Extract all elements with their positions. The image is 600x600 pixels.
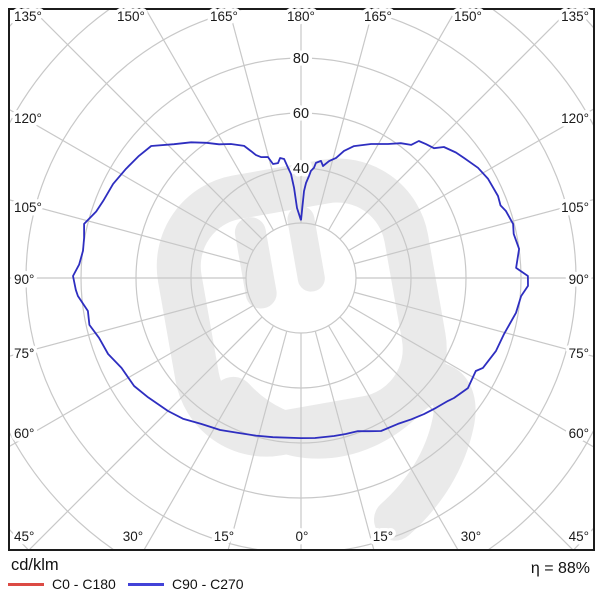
plug-logo-watermark — [156, 158, 476, 541]
angle-label: 45° — [14, 529, 34, 544]
angle-label: 120° — [14, 111, 42, 126]
angle-label: 105° — [14, 200, 42, 215]
grid-spoke — [339, 316, 573, 549]
grid-spoke — [227, 330, 288, 549]
legend-item-c0-c180: C0 - C180 — [8, 576, 116, 592]
c90-c270-curve — [72, 140, 529, 439]
legend-item-c90-c270: C90 - C270 — [128, 576, 244, 592]
efficiency-label: η = 88% — [530, 560, 590, 577]
grid-spoke — [10, 291, 249, 357]
angle-label: 105° — [561, 200, 589, 215]
grid-spoke — [314, 330, 375, 549]
grid-spoke — [10, 199, 249, 265]
angle-label: 165° — [364, 9, 392, 24]
angle-label: 165° — [210, 9, 238, 24]
ring-value-label: 60 — [293, 106, 309, 122]
grid-spoke — [327, 10, 457, 231]
ring-value-label: 80 — [293, 51, 309, 67]
angle-label: 45° — [569, 529, 589, 544]
angle-label: 120° — [561, 111, 589, 126]
legend-label-c90-c270: C90 - C270 — [172, 576, 244, 592]
plot-border — [8, 8, 595, 551]
angle-label: 75° — [14, 346, 34, 361]
angle-label: 0° — [296, 529, 309, 544]
ring-value-label: 40 — [293, 161, 309, 177]
angle-label: 75° — [569, 346, 589, 361]
angle-label: 15° — [373, 529, 393, 544]
units-label: cd/klm — [11, 556, 59, 574]
angle-label: 15° — [214, 529, 234, 544]
angle-label: 150° — [454, 9, 482, 24]
angle-label: 30° — [123, 529, 143, 544]
angle-label: 150° — [117, 9, 145, 24]
c0-c180-line-swatch-icon — [8, 582, 44, 586]
angle-label: 90° — [14, 272, 34, 287]
grid-spoke — [353, 291, 593, 357]
angle-label: 135° — [561, 9, 589, 24]
grid-spoke — [327, 325, 459, 549]
grid-spoke — [339, 10, 570, 240]
grid-spoke — [32, 10, 263, 240]
grid-spoke — [29, 316, 263, 549]
grid-spoke — [10, 109, 254, 252]
angle-label: 60° — [14, 426, 34, 441]
grid-spoke — [348, 108, 593, 252]
grid-spoke — [145, 10, 275, 231]
grid-spoke — [10, 304, 254, 447]
grid-spoke — [143, 325, 275, 549]
legend-label-c0-c180: C0 - C180 — [52, 576, 116, 592]
grid-spoke — [353, 199, 593, 265]
angle-label: 90° — [569, 272, 589, 287]
angle-label: 60° — [569, 426, 589, 441]
grid-spoke — [348, 304, 593, 448]
c90-c270-line-swatch-icon — [128, 582, 164, 586]
angle-label: 135° — [14, 9, 42, 24]
angle-label: 180° — [287, 9, 315, 24]
angle-label: 30° — [461, 529, 481, 544]
